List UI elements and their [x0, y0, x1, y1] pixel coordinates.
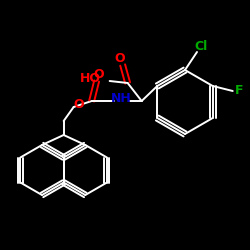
Text: HO: HO	[80, 72, 101, 86]
Text: F: F	[234, 84, 243, 98]
Text: NH: NH	[111, 92, 132, 106]
Text: O: O	[93, 68, 104, 82]
Text: Cl: Cl	[194, 40, 207, 54]
Text: O: O	[114, 52, 125, 64]
Text: O: O	[73, 98, 84, 110]
